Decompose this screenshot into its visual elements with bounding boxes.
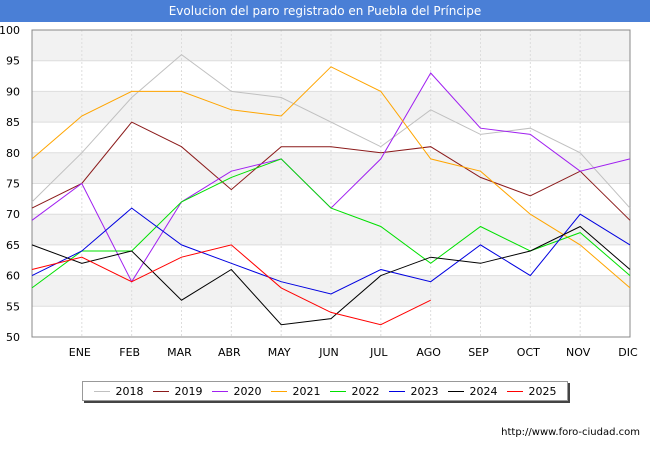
legend-item-2019: 2019 bbox=[152, 384, 203, 398]
x-tick-label: JUN bbox=[318, 346, 339, 359]
legend-swatch bbox=[506, 390, 523, 392]
y-tick-label: 90 bbox=[6, 85, 20, 98]
legend-item-2021: 2021 bbox=[270, 384, 321, 398]
x-tick-label: ENE bbox=[69, 346, 91, 359]
chart-title: Evolucion del paro registrado en Puebla … bbox=[0, 0, 650, 22]
legend-item-2018: 2018 bbox=[93, 384, 144, 398]
plot-border bbox=[31, 29, 631, 338]
legend-label: 2020 bbox=[233, 384, 262, 398]
source-credit: http://www.foro-ciudad.com bbox=[501, 427, 640, 438]
x-tick-label: FEB bbox=[119, 346, 140, 359]
y-tick-label: 100 bbox=[0, 24, 20, 37]
legend: 2018 2019 2020 2021 2022 2023 2024 2025 bbox=[82, 381, 568, 401]
y-tick-label: 85 bbox=[6, 116, 20, 129]
legend-label: 2019 bbox=[174, 384, 203, 398]
x-tick-label: SEP bbox=[468, 346, 489, 359]
legend-swatch bbox=[270, 390, 287, 392]
series-line-2023 bbox=[31, 207, 631, 295]
series-line-2018 bbox=[31, 53, 631, 209]
legend-swatch bbox=[152, 390, 169, 392]
legend-item-2024: 2024 bbox=[447, 384, 498, 398]
y-tick-label: 50 bbox=[6, 331, 20, 344]
legend-swatch bbox=[211, 390, 228, 392]
line-chart: 50 55 60 65 70 75 80 85 90 95 100 ENE FEB MAR ABR MAY J… bbox=[0, 24, 638, 359]
y-tick-label: 80 bbox=[6, 147, 20, 160]
x-tick-label: ABR bbox=[218, 346, 241, 359]
legend-swatch bbox=[329, 390, 346, 392]
legend-label: 2024 bbox=[469, 384, 498, 398]
legend-label: 2022 bbox=[351, 384, 380, 398]
x-tick-label: AGO bbox=[416, 346, 441, 359]
y-tick-label: 55 bbox=[6, 300, 20, 313]
series-line-2024 bbox=[31, 225, 631, 326]
series-line-2025 bbox=[31, 244, 431, 326]
x-tick-label: MAY bbox=[268, 346, 291, 359]
y-tick-label: 65 bbox=[6, 239, 20, 252]
legend-swatch bbox=[447, 390, 464, 392]
x-tick-label: JUL bbox=[369, 346, 388, 359]
series-line-2019 bbox=[31, 121, 631, 221]
x-tick-label: MAR bbox=[167, 346, 192, 359]
y-tick-label: 60 bbox=[6, 270, 20, 283]
legend-label: 2021 bbox=[292, 384, 321, 398]
legend-item-2022: 2022 bbox=[329, 384, 380, 398]
legend-swatch bbox=[93, 390, 110, 392]
legend-item-2020: 2020 bbox=[211, 384, 262, 398]
legend-label: 2023 bbox=[410, 384, 439, 398]
legend-item-2023: 2023 bbox=[388, 384, 439, 398]
legend-item-2025: 2025 bbox=[506, 384, 557, 398]
x-tick-label: OCT bbox=[517, 346, 540, 359]
y-tick-label: 75 bbox=[6, 178, 20, 191]
x-tick-label: NOV bbox=[566, 346, 591, 359]
y-tick-label: 70 bbox=[6, 208, 20, 221]
series-line-2021 bbox=[31, 66, 631, 289]
legend-swatch bbox=[388, 390, 405, 392]
legend-label: 2018 bbox=[115, 384, 144, 398]
legend-label: 2025 bbox=[528, 384, 557, 398]
x-tick-label: DIC bbox=[618, 346, 638, 359]
y-tick-label: 95 bbox=[6, 55, 20, 68]
